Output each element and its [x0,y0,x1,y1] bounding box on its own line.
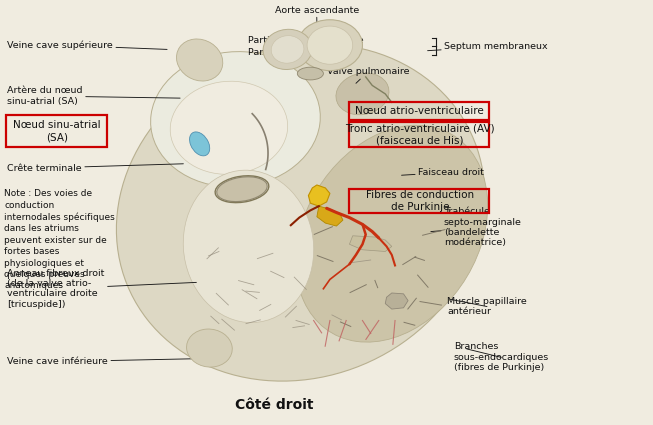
Text: Côté droit: Côté droit [235,398,314,411]
Ellipse shape [217,177,267,201]
Text: Nœud sinu-atrial
(SA): Nœud sinu-atrial (SA) [13,120,101,142]
Text: Muscle papillaire
antérieur: Muscle papillaire antérieur [447,297,527,316]
Ellipse shape [307,26,353,64]
Ellipse shape [183,170,313,323]
Text: Septum membraneux: Septum membraneux [428,42,547,51]
Text: Veine cave inférieure: Veine cave inférieure [7,357,200,366]
Text: Valve pulmonaire: Valve pulmonaire [326,67,409,83]
Text: Faisceau droit: Faisceau droit [402,168,484,177]
Ellipse shape [170,81,288,174]
Polygon shape [349,236,392,252]
Polygon shape [308,185,330,206]
Polygon shape [317,206,343,226]
Bar [6,115,107,147]
Bar [349,102,490,120]
Text: Branches
sous-endocardiques
(fibres de Purkinje): Branches sous-endocardiques (fibres de P… [454,343,549,372]
Ellipse shape [271,36,304,63]
Text: Anneau fibreux droit
(de la valve atrio-
ventriculaire droite
[tricuspide]): Anneau fibreux droit (de la valve atrio-… [7,269,197,309]
Text: Veine cave supérieure: Veine cave supérieure [7,40,167,50]
Bar [349,189,490,213]
Ellipse shape [189,132,210,156]
Bar [349,122,490,147]
Text: Partie atrio-ventriculaire: Partie atrio-ventriculaire [249,36,364,45]
Text: Trabécule
septo-marginale
(bandelette
modératrice): Trabécule septo-marginale (bandelette mo… [431,207,522,247]
Text: Nœud atrio-ventriculaire: Nœud atrio-ventriculaire [355,106,484,116]
Text: Artère du nœud
sinu-atrial (SA): Artère du nœud sinu-atrial (SA) [7,86,180,106]
Ellipse shape [297,20,362,71]
Ellipse shape [336,73,389,115]
Ellipse shape [263,29,312,70]
Text: Crête terminale: Crête terminale [7,164,183,173]
Text: Fibres de conduction
de Purkinje: Fibres de conduction de Purkinje [366,190,474,212]
Ellipse shape [296,125,488,342]
Text: Aorte ascendante: Aorte ascendante [274,6,358,24]
Ellipse shape [187,329,232,367]
Ellipse shape [151,51,321,187]
Ellipse shape [116,44,485,381]
Text: Tronc atrio-ventriculaire (AV)
(faisceau de His): Tronc atrio-ventriculaire (AV) (faisceau… [345,123,494,146]
Text: Partie interventriculaire: Partie interventriculaire [249,48,361,57]
Text: Note : Des voies de
conduction
internodales spécifiques
dans les atriums
peuvent: Note : Des voies de conduction internoda… [4,189,115,290]
Ellipse shape [176,39,223,81]
Ellipse shape [297,67,323,80]
Polygon shape [385,293,408,309]
